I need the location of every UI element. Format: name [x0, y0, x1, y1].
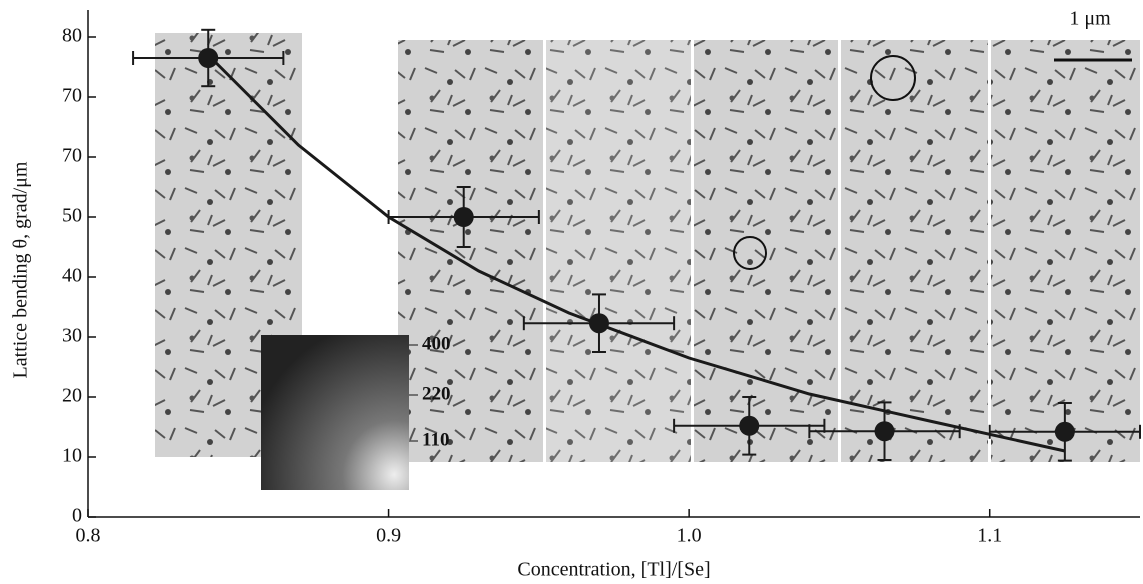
- inset-label: 110: [422, 429, 449, 450]
- highlight-circle: [870, 55, 916, 101]
- x-tick-label: 1.0: [677, 525, 702, 547]
- point: [198, 48, 219, 68]
- micrograph: [398, 40, 543, 462]
- y-tick-label: 10: [62, 445, 82, 467]
- micrograph: [546, 40, 691, 462]
- y-tick-label: 40: [62, 265, 82, 287]
- y-axis-label: Lattice bending θ, grad/μm: [10, 161, 32, 378]
- x-axis-label: Concentration, [Tl]/[Se]: [517, 559, 710, 581]
- inset-image: [261, 335, 409, 490]
- y-tick-label: 70: [62, 145, 82, 167]
- micrograph: [991, 40, 1140, 462]
- point: [739, 415, 760, 436]
- point: [874, 421, 895, 442]
- y-tick-label: 30: [62, 325, 82, 347]
- point: [453, 207, 474, 227]
- highlight-circle: [733, 236, 767, 270]
- fit-curve: [207, 53, 1066, 453]
- y-tick-label: 80: [62, 25, 82, 47]
- micrograph: [841, 40, 988, 462]
- micrographs: 1 μm: [155, 8, 1140, 462]
- y-tick-label: 70: [62, 85, 82, 107]
- x-tick-label: 1.1: [977, 525, 1002, 547]
- inset: 400 220 110: [261, 333, 451, 490]
- x-tick-label: 0.8: [76, 525, 101, 547]
- point: [588, 313, 609, 334]
- x-tick-label: 0.9: [376, 525, 401, 547]
- y-tick-label: 20: [62, 385, 82, 407]
- y-tick-label: 50: [62, 205, 82, 227]
- inset-label: 400: [422, 333, 451, 354]
- inset-label: 220: [422, 383, 451, 404]
- scale-bar-label: 1 μm: [1069, 8, 1111, 30]
- point: [1054, 421, 1075, 442]
- y-tick-label: 0: [72, 505, 82, 527]
